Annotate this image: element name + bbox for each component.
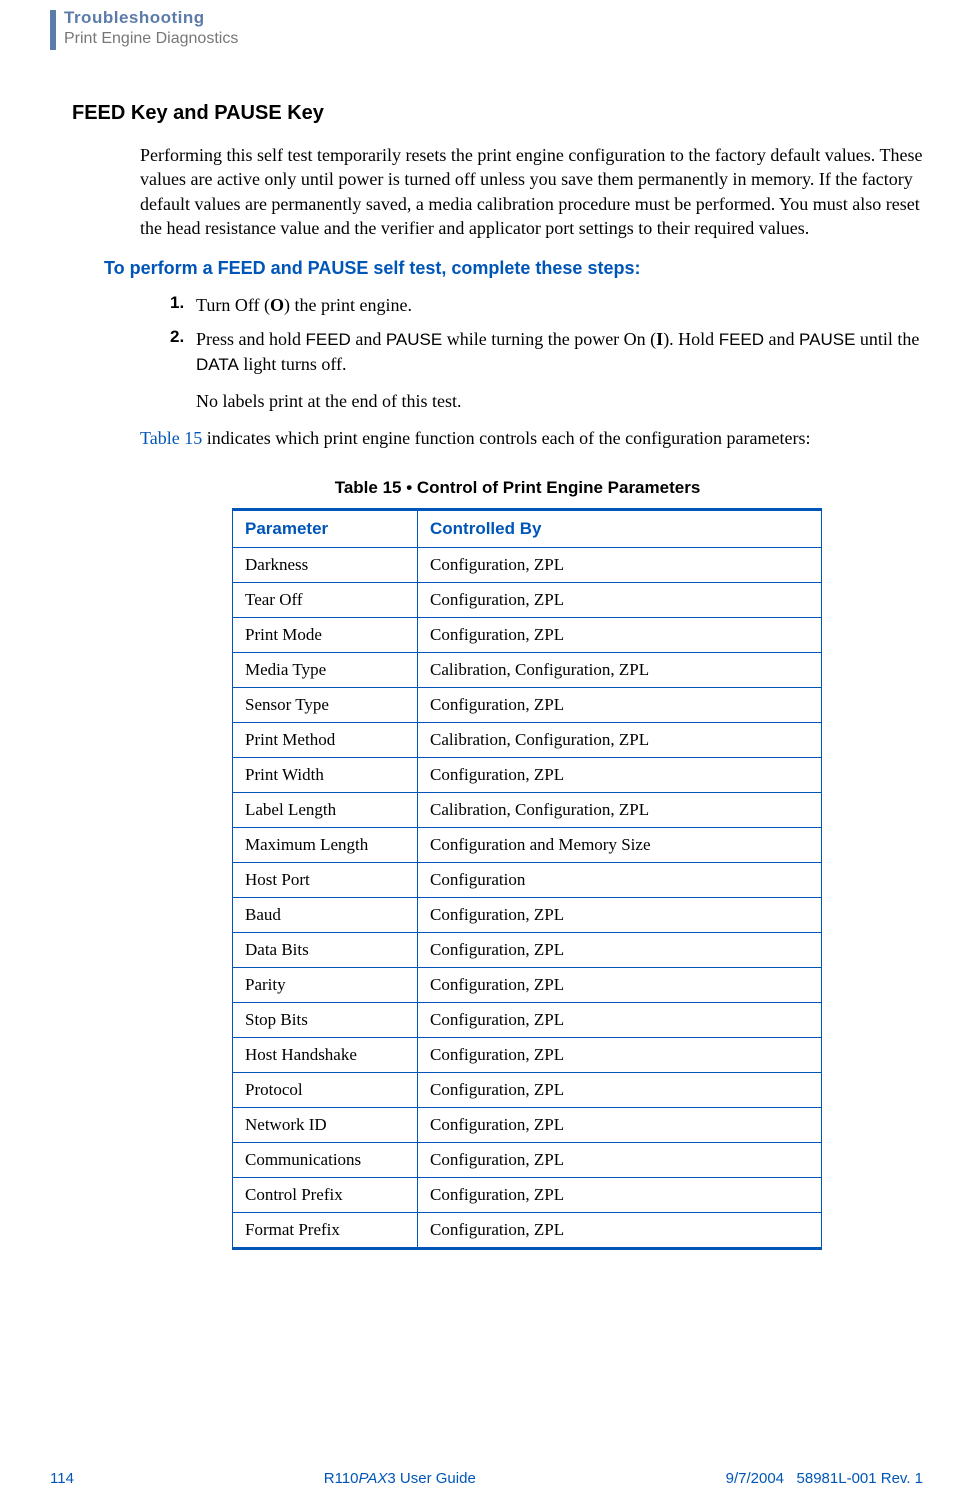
table-cell: Label Length (233, 792, 418, 827)
table-cell: Configuration, ZPL (418, 1037, 822, 1072)
table-cell: Control Prefix (233, 1177, 418, 1212)
step-item: 2. Press and hold FEED and PAUSE while t… (170, 327, 923, 377)
table-cell: Configuration, ZPL (418, 1177, 822, 1212)
table-cell: Calibration, Configuration, ZPL (418, 652, 822, 687)
footer-page-number: 114 (50, 1470, 74, 1487)
table-row: Print MethodCalibration, Configuration, … (233, 722, 822, 757)
table-header-cell: Controlled By (418, 509, 822, 547)
header-subtitle: Print Engine Diagnostics (64, 30, 238, 48)
table-cell: Maximum Length (233, 827, 418, 862)
table-row: Sensor TypeConfiguration, ZPL (233, 687, 822, 722)
table-cell: Darkness (233, 547, 418, 582)
intro-paragraph: Performing this self test temporarily re… (140, 143, 923, 240)
step-text: Turn Off (O) the print engine. (196, 293, 412, 317)
table-ref-link[interactable]: Table 15 (140, 428, 202, 448)
table-header-row: Parameter Controlled By (233, 509, 822, 547)
step-number: 2. (170, 327, 196, 377)
table-row: Media TypeCalibration, Configuration, ZP… (233, 652, 822, 687)
table-row: Print ModeConfiguration, ZPL (233, 617, 822, 652)
table-row: Maximum LengthConfiguration and Memory S… (233, 827, 822, 862)
table-cell: Host Port (233, 862, 418, 897)
table-row: Stop BitsConfiguration, ZPL (233, 1002, 822, 1037)
table-cell: Configuration, ZPL (418, 547, 822, 582)
table-cell: Configuration, ZPL (418, 932, 822, 967)
section-heading: FEED Key and PAUSE Key (72, 102, 923, 125)
table-row: Label LengthCalibration, Configuration, … (233, 792, 822, 827)
table-cell: Print Mode (233, 617, 418, 652)
table-cell: Configuration, ZPL (418, 1072, 822, 1107)
table-cell: Configuration, ZPL (418, 687, 822, 722)
table-cell: Data Bits (233, 932, 418, 967)
table-cell: Print Method (233, 722, 418, 757)
table-cell: Calibration, Configuration, ZPL (418, 722, 822, 757)
step-note: No labels print at the end of this test. (196, 389, 923, 413)
table-cell: Communications (233, 1142, 418, 1177)
table-row: Format PrefixConfiguration, ZPL (233, 1212, 822, 1248)
table-cell: Parity (233, 967, 418, 1002)
table-cell: Print Width (233, 757, 418, 792)
table-cell: Configuration, ZPL (418, 1142, 822, 1177)
table-cell: Configuration, ZPL (418, 757, 822, 792)
table-cell: Tear Off (233, 582, 418, 617)
table-caption: Table 15 • Control of Print Engine Param… (172, 478, 863, 498)
header-accent-bar (50, 10, 56, 50)
table-row: Host PortConfiguration (233, 862, 822, 897)
header-text-block: Troubleshooting Print Engine Diagnostics (64, 8, 238, 48)
table-cell: Host Handshake (233, 1037, 418, 1072)
table-cell: Calibration, Configuration, ZPL (418, 792, 822, 827)
footer-doc-title: R110PAX3 User Guide (324, 1470, 476, 1487)
table-header-cell: Parameter (233, 509, 418, 547)
table-cell: Configuration, ZPL (418, 897, 822, 932)
table-cell: Configuration, ZPL (418, 1002, 822, 1037)
table-row: Data BitsConfiguration, ZPL (233, 932, 822, 967)
table-cell: Baud (233, 897, 418, 932)
table-cell: Configuration, ZPL (418, 617, 822, 652)
table-cell: Network ID (233, 1107, 418, 1142)
table-row: ProtocolConfiguration, ZPL (233, 1072, 822, 1107)
page-footer: 114 R110PAX3 User Guide 9/7/2004 58981L-… (0, 1470, 973, 1487)
table-cell: Sensor Type (233, 687, 418, 722)
steps-list: 1. Turn Off (O) the print engine. 2. Pre… (170, 293, 923, 377)
main-content: FEED Key and PAUSE Key Performing this s… (50, 102, 923, 1250)
step-item: 1. Turn Off (O) the print engine. (170, 293, 923, 317)
table-row: Control PrefixConfiguration, ZPL (233, 1177, 822, 1212)
table-cell: Configuration, ZPL (418, 1107, 822, 1142)
table-reference-paragraph: Table 15 indicates which print engine fu… (140, 426, 923, 450)
page-header: Troubleshooting Print Engine Diagnostics (50, 0, 923, 66)
table-cell: Media Type (233, 652, 418, 687)
table-cell: Stop Bits (233, 1002, 418, 1037)
table-row: Host HandshakeConfiguration, ZPL (233, 1037, 822, 1072)
table-row: Print WidthConfiguration, ZPL (233, 757, 822, 792)
table-cell: Configuration and Memory Size (418, 827, 822, 862)
table-row: ParityConfiguration, ZPL (233, 967, 822, 1002)
steps-heading: To perform a FEED and PAUSE self test, c… (104, 258, 923, 279)
table-cell: Configuration, ZPL (418, 967, 822, 1002)
table-row: DarknessConfiguration, ZPL (233, 547, 822, 582)
table-cell: Configuration, ZPL (418, 582, 822, 617)
table-cell: Configuration, ZPL (418, 1212, 822, 1248)
table-cell: Format Prefix (233, 1212, 418, 1248)
table-row: CommunicationsConfiguration, ZPL (233, 1142, 822, 1177)
table-row: Tear OffConfiguration, ZPL (233, 582, 822, 617)
footer-date-docid: 9/7/2004 58981L-001 Rev. 1 (726, 1470, 923, 1487)
header-title: Troubleshooting (64, 8, 238, 28)
table-row: Network IDConfiguration, ZPL (233, 1107, 822, 1142)
step-number: 1. (170, 293, 196, 317)
table-cell: Configuration (418, 862, 822, 897)
parameters-table: Parameter Controlled By DarknessConfigur… (232, 508, 822, 1250)
step-text: Press and hold FEED and PAUSE while turn… (196, 327, 923, 377)
table-cell: Protocol (233, 1072, 418, 1107)
table-row: BaudConfiguration, ZPL (233, 897, 822, 932)
